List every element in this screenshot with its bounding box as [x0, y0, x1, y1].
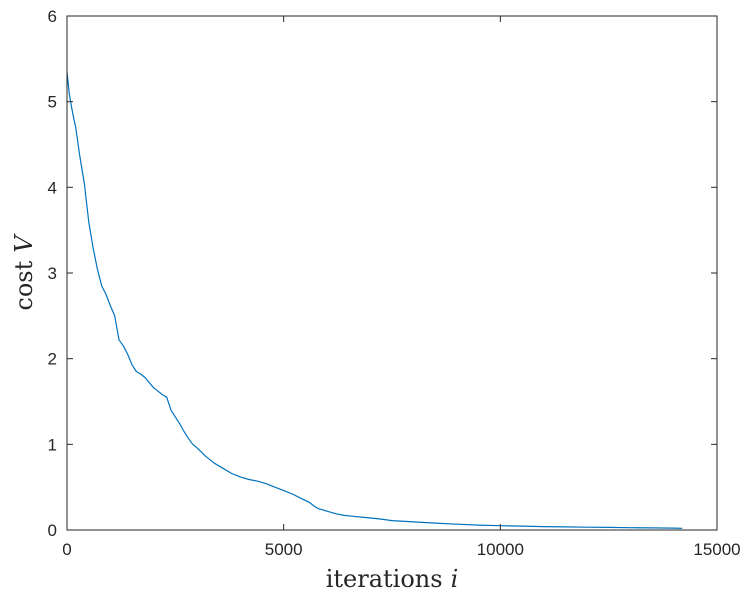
x-tick-label: 5000 — [265, 540, 303, 559]
x-axis-label-text: iterations — [326, 565, 443, 593]
cost-series-line — [66, 71, 683, 529]
x-axis-ticks: 0 5000 10000 15000 — [62, 16, 741, 559]
y-tick-label: 1 — [48, 435, 57, 454]
y-tick-label: 5 — [48, 93, 57, 112]
y-axis-label: cost V — [10, 233, 38, 311]
y-tick-label: 6 — [48, 7, 57, 26]
y-tick-label: 2 — [48, 350, 57, 369]
y-axis-label-text: cost — [10, 260, 38, 310]
series-layer — [66, 71, 683, 529]
y-axis-label-var: V — [10, 233, 38, 253]
plot-area: 0 5000 10000 15000 0 1 2 3 4 5 6 — [48, 7, 741, 559]
y-tick-label: 0 — [48, 521, 57, 540]
y-tick-label: 4 — [48, 178, 57, 197]
x-tick-label: 15000 — [693, 540, 740, 559]
x-axis-label-var: i — [451, 565, 459, 593]
plot-background — [67, 16, 717, 530]
x-axis-label: iterations i — [326, 565, 459, 593]
x-tick-label: 10000 — [477, 540, 524, 559]
y-tick-label: 3 — [48, 264, 57, 283]
x-tick-label: 0 — [62, 540, 71, 559]
y-axis-ticks: 0 1 2 3 4 5 6 — [48, 7, 717, 540]
